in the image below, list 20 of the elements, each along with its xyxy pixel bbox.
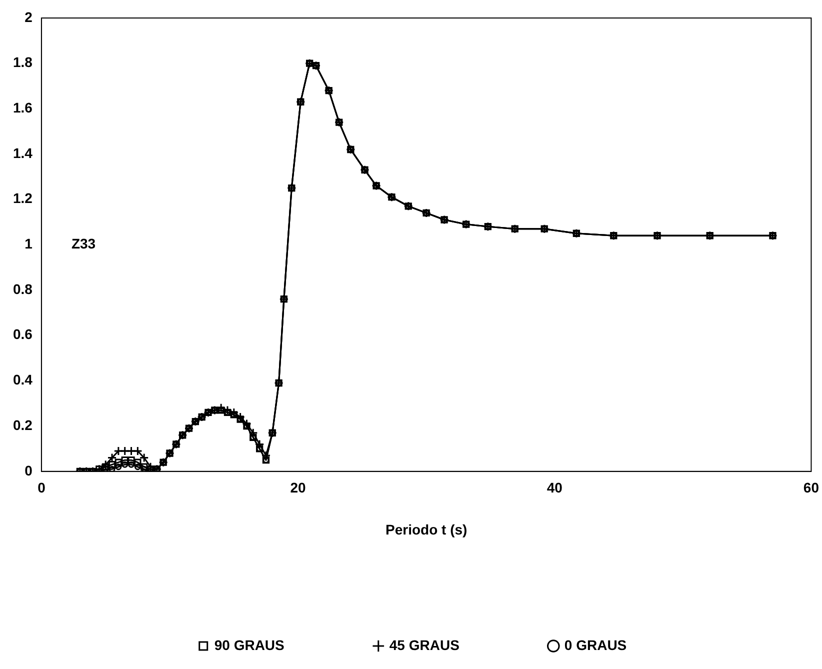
y-tick-label: 1.8: [12, 54, 33, 70]
x-tick-label: 20: [290, 480, 306, 496]
y-tick-label: 0.4: [12, 372, 33, 388]
y-tick-label: 1: [24, 236, 33, 252]
legend-label: 90 GRAUS: [214, 636, 284, 653]
x-tick-label: 40: [546, 480, 563, 496]
x-tick-label: 0: [38, 480, 46, 496]
y-tick-label: 0.6: [12, 326, 33, 342]
legend-label: 0 GRAUS: [564, 636, 627, 653]
annotation: Z33: [71, 236, 96, 252]
legend-label: 45 GRAUS: [389, 636, 460, 653]
y-tick-label: 2: [24, 8, 33, 25]
y-tick-label: 1.2: [12, 190, 33, 206]
y-tick-label: 0.8: [12, 280, 33, 297]
y-tick-label: 1.4: [12, 144, 33, 161]
x-axis-title: Periodo t (s): [386, 521, 468, 538]
x-tick-label: 60: [803, 480, 820, 496]
y-tick-label: 0: [24, 462, 33, 478]
y-tick-label: 1.6: [12, 100, 33, 116]
y-tick-label: 0.2: [12, 416, 33, 433]
